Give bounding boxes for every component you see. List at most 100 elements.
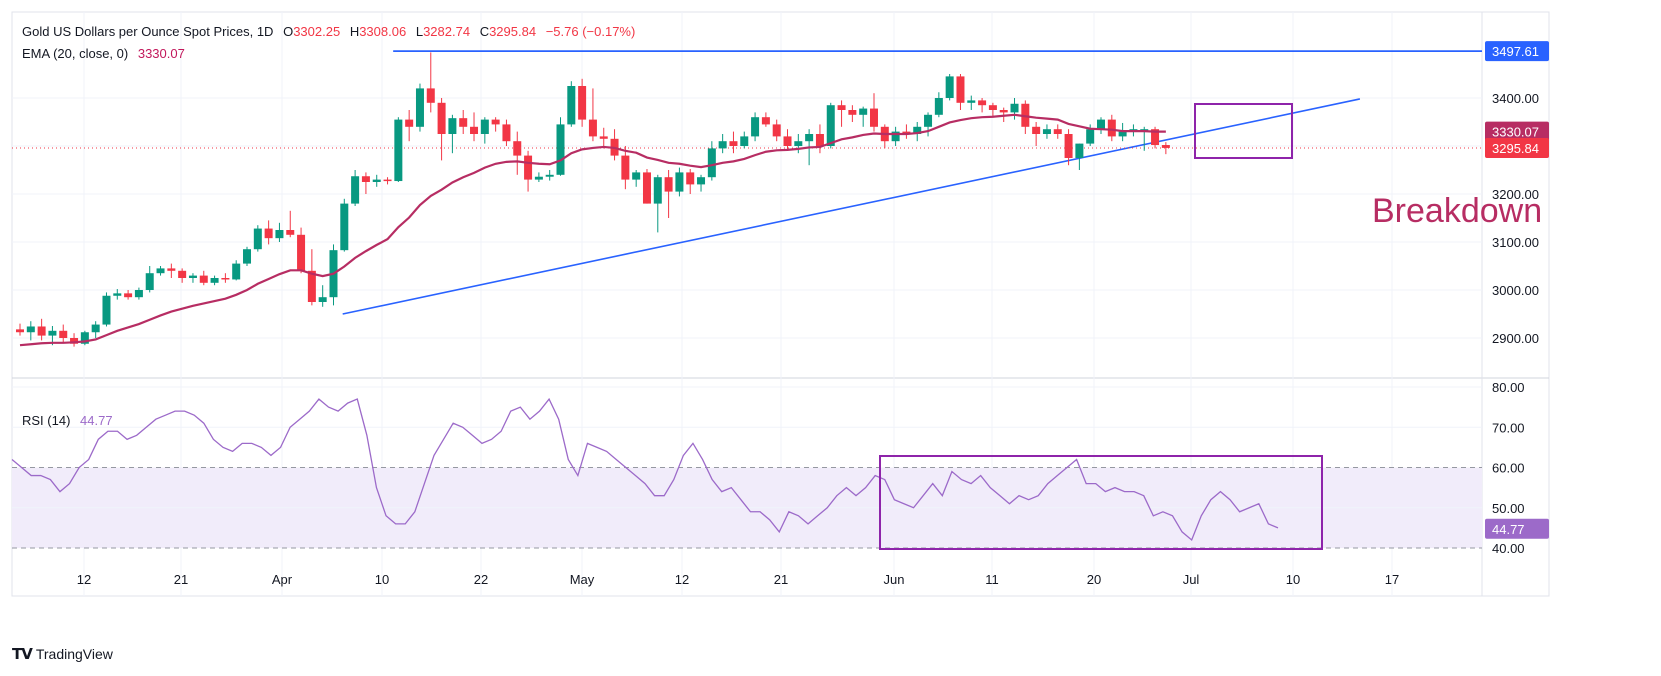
price-tag (1485, 137, 1549, 158)
candle-body (351, 176, 360, 204)
candle-body (124, 293, 133, 298)
candle-body (924, 114, 933, 127)
candle-body (837, 105, 846, 110)
rsi-value-tag-label: 44.77 (1492, 522, 1525, 537)
candle-body (761, 117, 770, 125)
candle-body (502, 124, 511, 142)
candle-body (632, 172, 641, 180)
candle-body (167, 268, 176, 271)
change-value: −5.76 (−0.17%) (545, 24, 636, 39)
candle-body (999, 110, 1008, 113)
ema-label[interactable]: EMA (20, close, 0) (22, 46, 129, 61)
candle-body (26, 326, 35, 333)
candle-body (1075, 143, 1084, 158)
candle-body (513, 141, 522, 156)
symbol-title[interactable]: Gold US Dollars per Ounce Spot Prices, 1… (22, 24, 274, 39)
candle-body (102, 295, 111, 325)
candle-body (199, 275, 208, 283)
candle-body (718, 141, 727, 149)
ema-value: 3330.07 (137, 46, 185, 61)
rsi-label[interactable]: RSI (14) (22, 413, 71, 428)
y-tick-label: 2900.00 (1492, 331, 1539, 346)
high-label: H (349, 24, 360, 39)
candle-body (178, 270, 187, 278)
y-tick-label: 3000.00 (1492, 283, 1539, 298)
ascending-trendline (342, 98, 1361, 315)
rsi-value: 44.77 (80, 413, 113, 428)
candle-body (1064, 134, 1073, 158)
price-highlight-box (1194, 103, 1293, 159)
candle-body (145, 273, 154, 290)
candle-body (275, 230, 284, 239)
rsi-legend: RSI (14) 44.77 (22, 413, 119, 428)
candle-body (113, 293, 122, 296)
price-tag-label: 3330.07 (1492, 125, 1539, 140)
candle-body (1042, 129, 1051, 134)
x-tick-label: 21 (774, 572, 788, 587)
breakdown-annotation: Breakdown (1372, 192, 1543, 230)
candle-body (243, 249, 252, 264)
x-tick-label: 12 (77, 572, 91, 587)
candle-body (978, 100, 987, 106)
candle-body (59, 330, 68, 338)
candle-body (1118, 131, 1127, 137)
candle-body (621, 155, 630, 180)
candle-body (664, 177, 673, 192)
candle-body (221, 278, 230, 280)
close-value: 3295.84 (489, 24, 537, 39)
candle-body (686, 172, 695, 185)
candle-body (1140, 129, 1149, 131)
candle-body (491, 119, 500, 125)
candle-body (318, 297, 327, 302)
candle-body (967, 100, 976, 103)
candle-body (729, 141, 738, 146)
candle-body (859, 108, 868, 115)
candle-body (480, 119, 489, 134)
y-tick-label: 3100.00 (1492, 235, 1539, 250)
candle-body (394, 119, 403, 182)
price-tag (1485, 121, 1549, 142)
rsi-tick-label: 80.00 (1492, 380, 1525, 395)
candle-body (556, 124, 565, 175)
tradingview-logo-icon: TV (12, 645, 33, 663)
close-label: C (479, 24, 490, 39)
rsi-line (11, 397, 1279, 542)
candle-body (902, 131, 911, 134)
candle-body (945, 76, 954, 98)
candle-body (1053, 129, 1062, 134)
x-tick-label: 21 (174, 572, 188, 587)
candle-body (534, 176, 543, 180)
tradingview-name: TradingView (35, 646, 113, 662)
rsi-tick-label: 40.00 (1492, 541, 1525, 556)
y-tick-label: 3200.00 (1492, 187, 1539, 202)
candle-body (1161, 145, 1170, 148)
ema-20-line (19, 113, 1166, 347)
candle-body (805, 134, 814, 142)
candle-body (70, 338, 79, 344)
candle-body (405, 119, 414, 127)
candle-body (1151, 129, 1160, 146)
candle-body (956, 76, 965, 103)
candle-body (642, 172, 651, 204)
x-tick-label: 17 (1385, 572, 1399, 587)
candle-body (437, 102, 446, 134)
candle-body (934, 98, 943, 115)
candle-body (567, 86, 576, 125)
x-tick-label: 22 (474, 572, 488, 587)
candle-body (772, 124, 781, 137)
candle-body (697, 177, 706, 185)
high-value: 3308.06 (359, 24, 407, 39)
open-value: 3302.25 (293, 24, 341, 39)
candle-body (232, 263, 241, 280)
x-tick-label: 10 (1286, 572, 1300, 587)
candle-body (740, 136, 749, 146)
rsi-tick-label: 70.00 (1492, 420, 1525, 435)
rsi-tick-label: 50.00 (1492, 501, 1525, 516)
candle-body (1107, 119, 1116, 137)
candle-body (794, 141, 803, 146)
open-label: O (283, 24, 294, 39)
tradingview-branding[interactable]: TV TradingView (12, 645, 113, 663)
candle-body (16, 329, 24, 333)
